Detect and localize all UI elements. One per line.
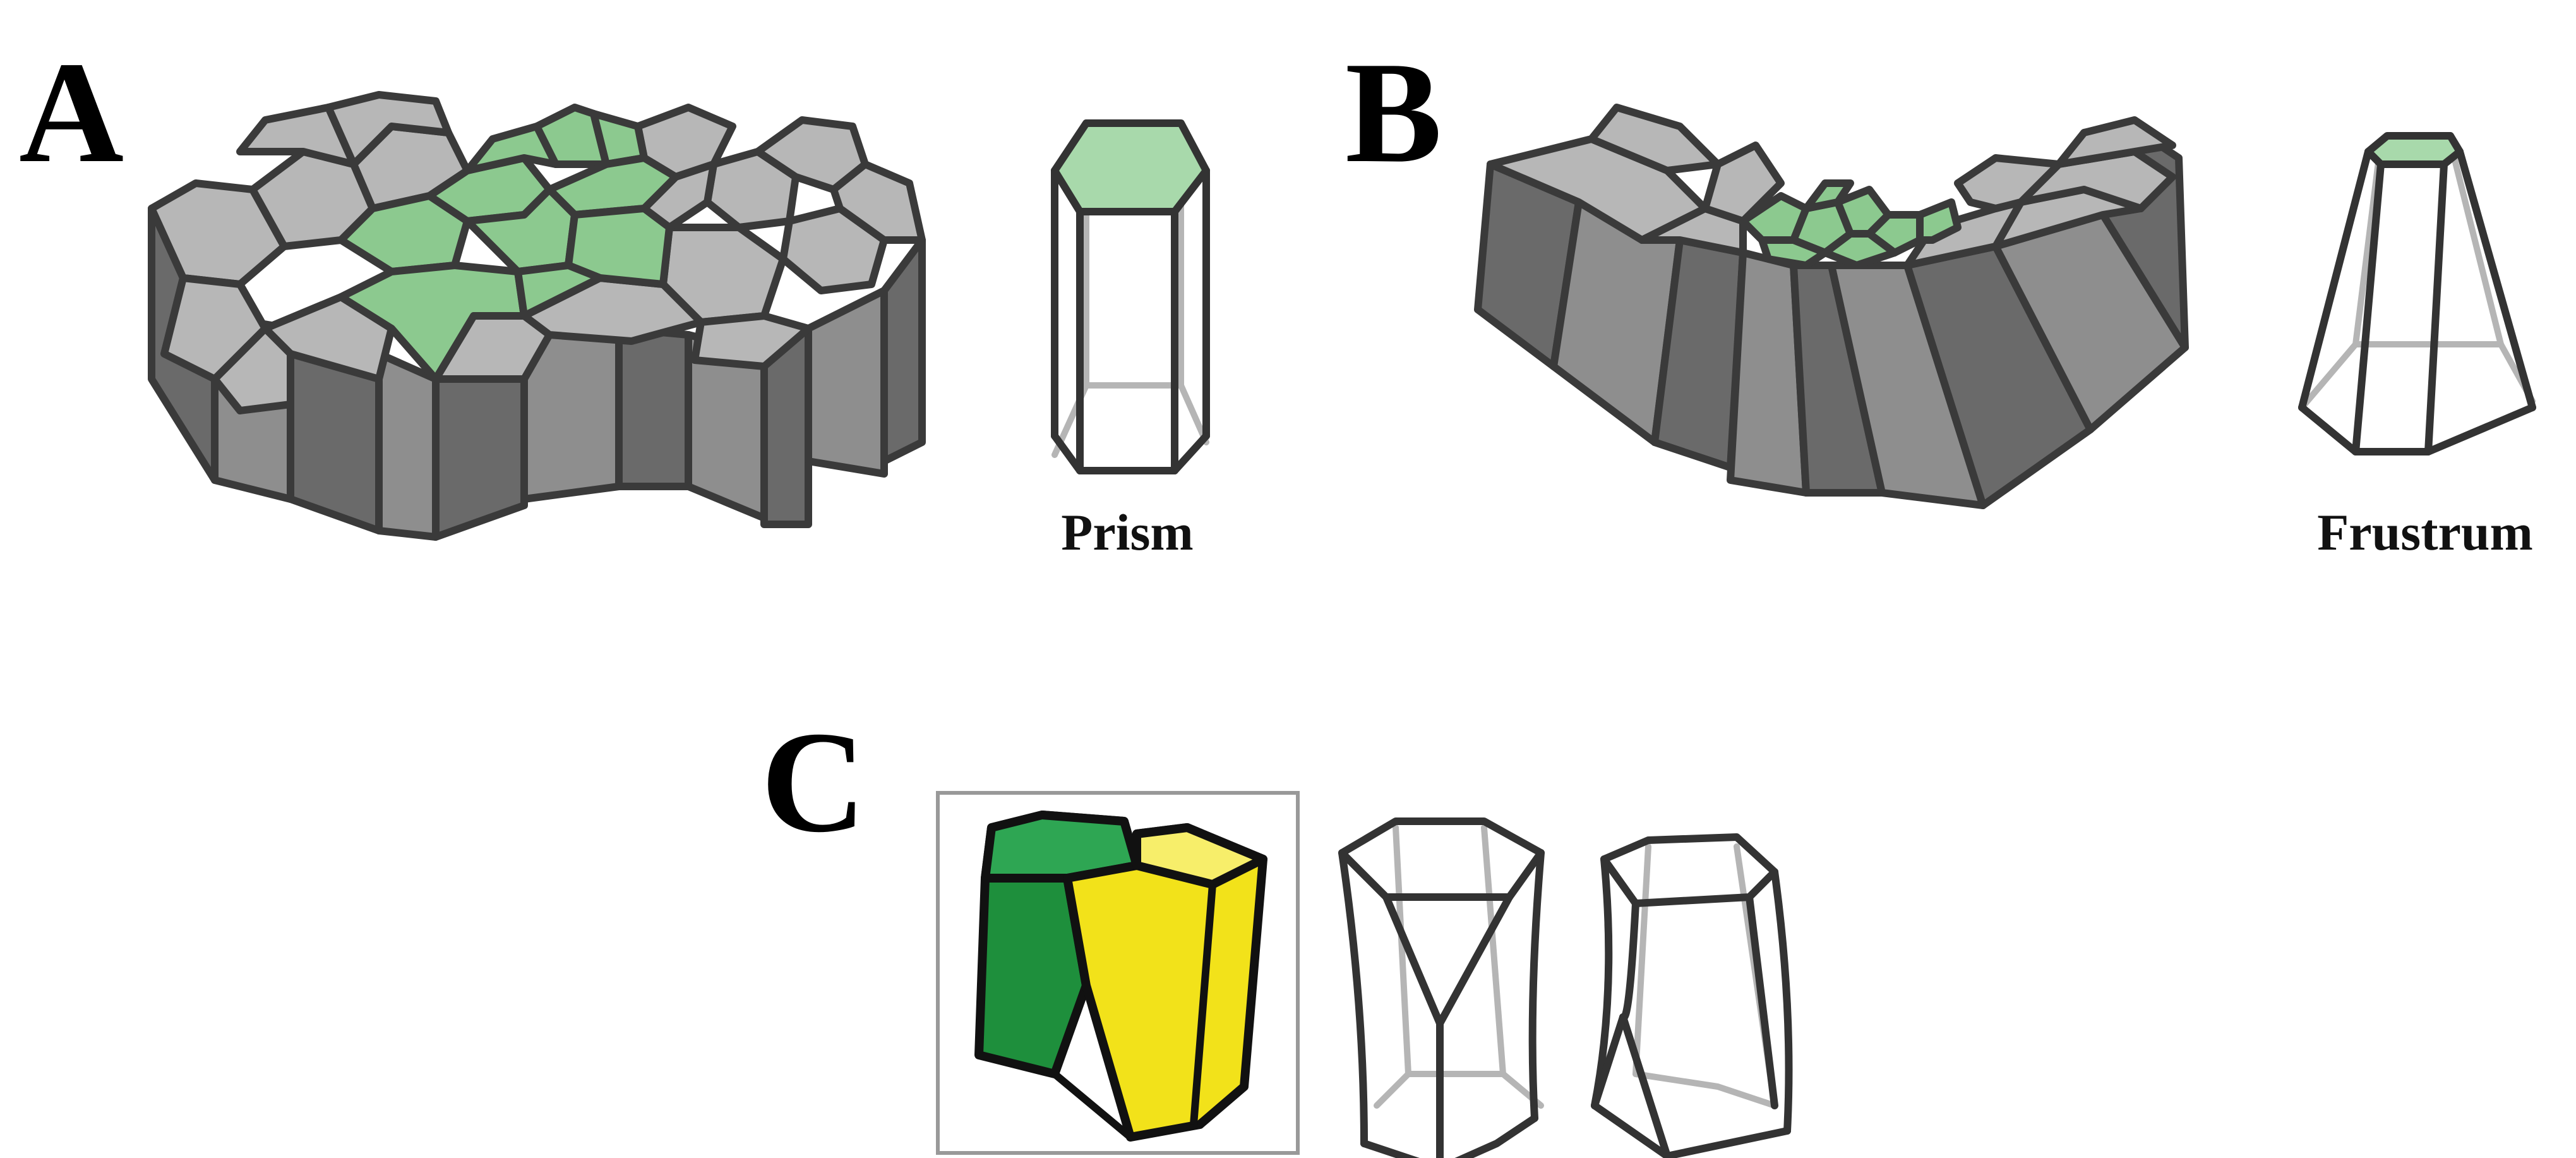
frustum-diagram	[2298, 132, 2536, 455]
epithelium-curved-illustration	[1474, 104, 2189, 509]
panel-b-letter: B	[1345, 32, 1442, 193]
prism-caption: Prism	[1061, 504, 1193, 561]
epithelium-flat-illustration	[148, 91, 926, 541]
panel-c-letter: C	[761, 701, 866, 862]
prism-diagram	[1051, 119, 1210, 474]
scutoid-model-photo	[936, 791, 1300, 1155]
scutoid-wireframe-1	[1338, 817, 1545, 1158]
scutoid-wireframe-2	[1591, 833, 1793, 1158]
panel-a-letter: A	[19, 32, 124, 193]
panel-c: C	[761, 701, 1793, 1158]
panel-a: A	[19, 32, 1210, 561]
panel-b: B	[1345, 32, 2536, 561]
frustum-caption: Frustrum	[2317, 504, 2533, 561]
